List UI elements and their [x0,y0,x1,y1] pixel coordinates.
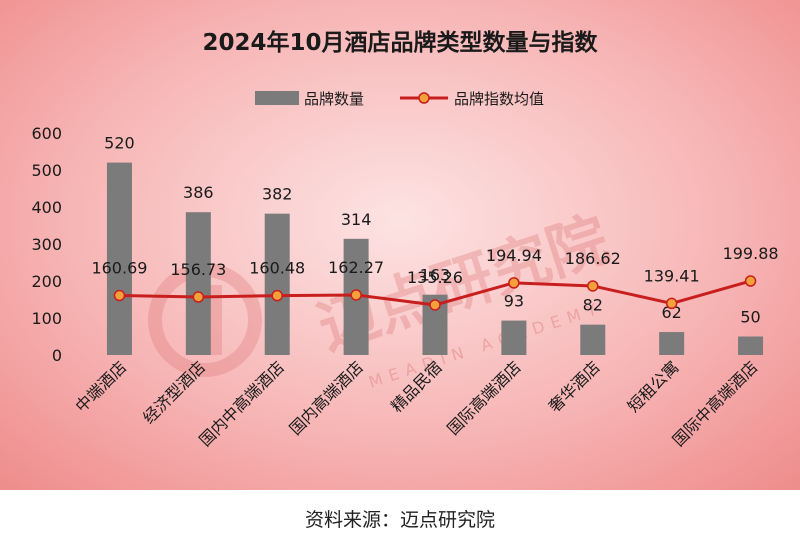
bar-value-label: 386 [183,183,214,202]
bar-value-label: 93 [504,292,524,311]
x-tick-label: 短租公寓 [624,357,683,416]
bar [738,336,764,355]
line-point [271,289,283,302]
bar-series: 520 386 382 314 163 93 82 62 50 [104,134,764,355]
chart-panel: 迈点研究院 MEADIN ACADEMY 2024年10月酒店品牌类型数量与指数… [0,0,800,490]
line-value-label: 135.26 [407,268,463,287]
line-point [508,277,520,289]
line-value-label: 186.62 [565,249,621,268]
y-tick-label: 500 [31,161,62,180]
bar-value-label: 50 [740,308,760,327]
line-point [665,297,678,310]
line-point [350,289,362,301]
bar [185,212,211,355]
line-value-label: 160.48 [249,259,305,278]
line-value-label: 199.88 [723,244,779,263]
bar-value-label: 62 [661,303,681,322]
line-value-label: 156.73 [170,260,226,279]
bar [501,320,527,355]
line-value-label: 162.27 [328,258,384,277]
bar-value-label: 382 [262,185,293,204]
line-value-label: 160.69 [91,259,147,278]
y-tick-label: 400 [31,198,62,217]
bar [106,162,132,355]
legend-label-bar: 品牌数量 [304,90,364,108]
x-tick-label: 中端酒店 [72,357,131,416]
bar [264,213,290,355]
y-tick-label: 0 [52,346,62,365]
x-tick-label: 国际高端酒店 [443,357,524,438]
bar-value-label: 82 [583,296,603,315]
x-tick-label: 国内高端酒店 [286,357,367,438]
bar [580,324,606,355]
x-tick-label: 奢华酒店 [545,357,604,416]
y-axis: 0 100 200 300 400 500 600 [31,124,62,365]
y-tick-label: 300 [31,235,62,254]
line-point [744,275,757,287]
bar-value-label: 163 [420,266,451,285]
line-point [192,291,205,303]
y-tick-label: 100 [31,309,62,328]
chart: 迈点研究院 MEADIN ACADEMY 2024年10月酒店品牌类型数量与指数… [31,29,779,450]
line-value-label: 139.41 [644,266,700,285]
source-note: 资料来源：迈点研究院 [304,509,495,531]
bar-value-label: 314 [341,210,372,229]
legend-label-line: 品牌指数均值 [454,90,544,108]
legend-swatch-bar [255,91,299,105]
line-point [429,299,441,311]
line-point [113,289,126,302]
line-series: 160.69 156.73 160.48 162.27 135.26 194.94 186.… [91,244,779,311]
x-tick-label: 国际中高端酒店 [669,357,762,450]
bar-value-label: 520 [104,134,135,153]
y-tick-label: 600 [31,124,62,143]
line-value-label: 194.94 [486,246,542,265]
line-point [587,280,599,292]
bar [659,332,685,355]
legend: 品牌数量 品牌指数均值 [255,90,544,108]
chart-title: 2024年10月酒店品牌类型数量与指数 [202,29,598,56]
y-tick-label: 200 [31,272,62,291]
legend-marker [418,92,430,104]
